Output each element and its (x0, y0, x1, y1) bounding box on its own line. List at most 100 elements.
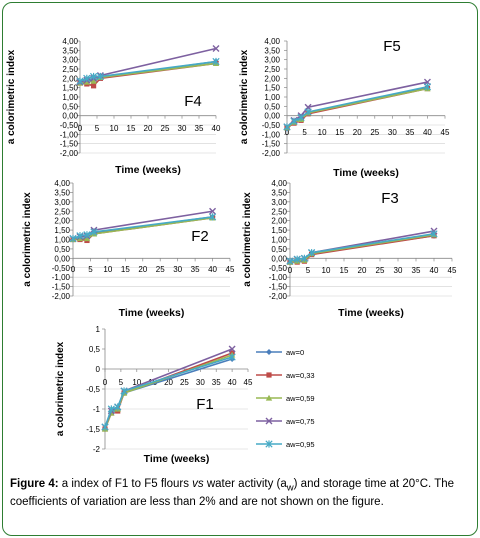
data-point-stroke (96, 72, 105, 81)
y-tick-label: -1,5 (86, 425, 100, 434)
legend-marker (265, 440, 273, 448)
y-tick-label: 2,50 (62, 65, 78, 74)
y-tick-label: 0 (96, 365, 101, 374)
x-tick-label: 40 (212, 124, 221, 133)
y-tick-label: 2,00 (271, 217, 287, 226)
data-point (83, 74, 91, 82)
y-tick-label: 3,50 (264, 46, 280, 55)
x-tick-label: 20 (144, 124, 153, 133)
y-tick-label: 1,00 (271, 236, 287, 245)
chart-legend: aw=0 aw=0,33 aw=0,59 aw=0,75 aw=0,95 (256, 348, 315, 449)
y-tick-label: -2 (93, 445, 101, 454)
caption-text-c: ) and storage time at 20°C. The coeffici… (10, 478, 455, 509)
y-axis-title: a colorimetric index (55, 341, 66, 436)
data-point-stroke (209, 207, 217, 215)
y-tick-label: 0,50 (271, 245, 287, 254)
y-tick-label: 1,50 (271, 226, 287, 235)
x-tick-label: 30 (388, 128, 397, 137)
y-tick-label: 0,50 (62, 102, 78, 111)
x-tick-label: 5 (302, 128, 307, 137)
panel-label: F1 (196, 396, 214, 413)
data-point (293, 255, 301, 263)
chart-panel-f2: 4,003,503,002,502,001,501,000,500,00-0,5… (22, 179, 235, 319)
x-tick-label: 35 (212, 378, 221, 387)
y-tick-label: -0,50 (60, 121, 79, 130)
y-tick-label: -1 (93, 405, 101, 414)
y-tick-label: -1,50 (262, 140, 281, 149)
data-point (307, 249, 316, 257)
data-point (290, 117, 298, 125)
y-tick-label: 4,00 (54, 179, 70, 188)
y-axis-title: a colorimetric index (239, 49, 250, 144)
data-point (91, 83, 97, 89)
y-tick-label: 0,50 (54, 245, 70, 254)
data-point (212, 44, 220, 52)
data-point-stroke (69, 234, 77, 243)
y-tick-label: 1,50 (264, 84, 280, 93)
data-point (69, 234, 77, 243)
data-point-stroke (228, 345, 236, 353)
caption-italic-vs: vs (192, 478, 204, 490)
y-tick-label: -1,00 (52, 273, 71, 282)
data-point-stroke (76, 77, 84, 85)
data-point (120, 387, 128, 395)
data-point-stroke (290, 117, 298, 125)
data-point (114, 403, 122, 411)
y-tick-label: -2,00 (269, 292, 288, 301)
data-point (208, 213, 217, 221)
y-tick-label: -1,50 (269, 283, 288, 292)
x-tick-label: 5 (95, 124, 100, 133)
y-tick-label: 0,00 (62, 112, 78, 121)
x-tick-label: 0 (78, 124, 83, 133)
x-tick-label: 5 (119, 378, 124, 387)
x-tick-label: 40 (423, 128, 432, 137)
y-axis-title: a colorimetric index (22, 192, 33, 287)
y-tick-label: -1,50 (60, 140, 79, 149)
data-point (283, 123, 291, 131)
data-point (297, 113, 305, 122)
data-point (209, 207, 217, 215)
y-tick-label: 3,00 (54, 198, 70, 207)
data-point-stroke (297, 113, 305, 122)
x-tick-label: 10 (318, 128, 327, 137)
y-tick-label: 1,50 (62, 84, 78, 93)
data-point-stroke (430, 230, 438, 238)
legend-label: aw=0,33 (286, 371, 315, 380)
y-tick-label: 0,00 (271, 254, 287, 263)
x-tick-label: 35 (191, 265, 200, 274)
data-point-stroke (83, 231, 91, 239)
x-tick-label: 35 (405, 128, 414, 137)
data-point (90, 77, 97, 84)
y-tick-label: 4,00 (264, 37, 280, 46)
x-tick-label: 10 (132, 378, 141, 387)
y-tick-label: 0,5 (89, 345, 101, 354)
panel-label: F5 (383, 38, 401, 55)
data-point-stroke (228, 353, 236, 361)
chart-panel-f3: 4,003,503,002,502,001,501,000,500,00-0,5… (242, 179, 457, 319)
data-point (76, 232, 84, 240)
x-tick-label: 25 (156, 265, 165, 274)
y-tick-label: 3,00 (264, 56, 280, 65)
data-point-stroke (212, 44, 220, 52)
legend-marker (266, 349, 272, 355)
legend-label: aw=0,75 (286, 417, 315, 426)
y-tick-label: -1,00 (60, 130, 79, 139)
data-point-stroke (90, 228, 98, 236)
y-tick-label: 0,00 (54, 254, 70, 263)
x-axis-title: Time (weeks) (338, 307, 404, 319)
x-tick-label: 45 (448, 266, 457, 275)
legend-marker (265, 417, 273, 425)
y-tick-label: 3,50 (271, 188, 287, 197)
data-point-stroke (101, 423, 109, 431)
y-tick-label: 1,00 (54, 236, 70, 245)
data-point (76, 77, 84, 85)
legend-marker (265, 394, 273, 401)
data-point (212, 57, 220, 66)
data-point-stroke (293, 255, 301, 263)
y-tick-label: -1,50 (52, 283, 71, 292)
y-tick-label: -1,00 (269, 273, 288, 282)
data-point-stroke (307, 249, 316, 257)
y-tick-label: -0,50 (52, 264, 71, 273)
y-tick-label: 2,00 (54, 217, 70, 226)
